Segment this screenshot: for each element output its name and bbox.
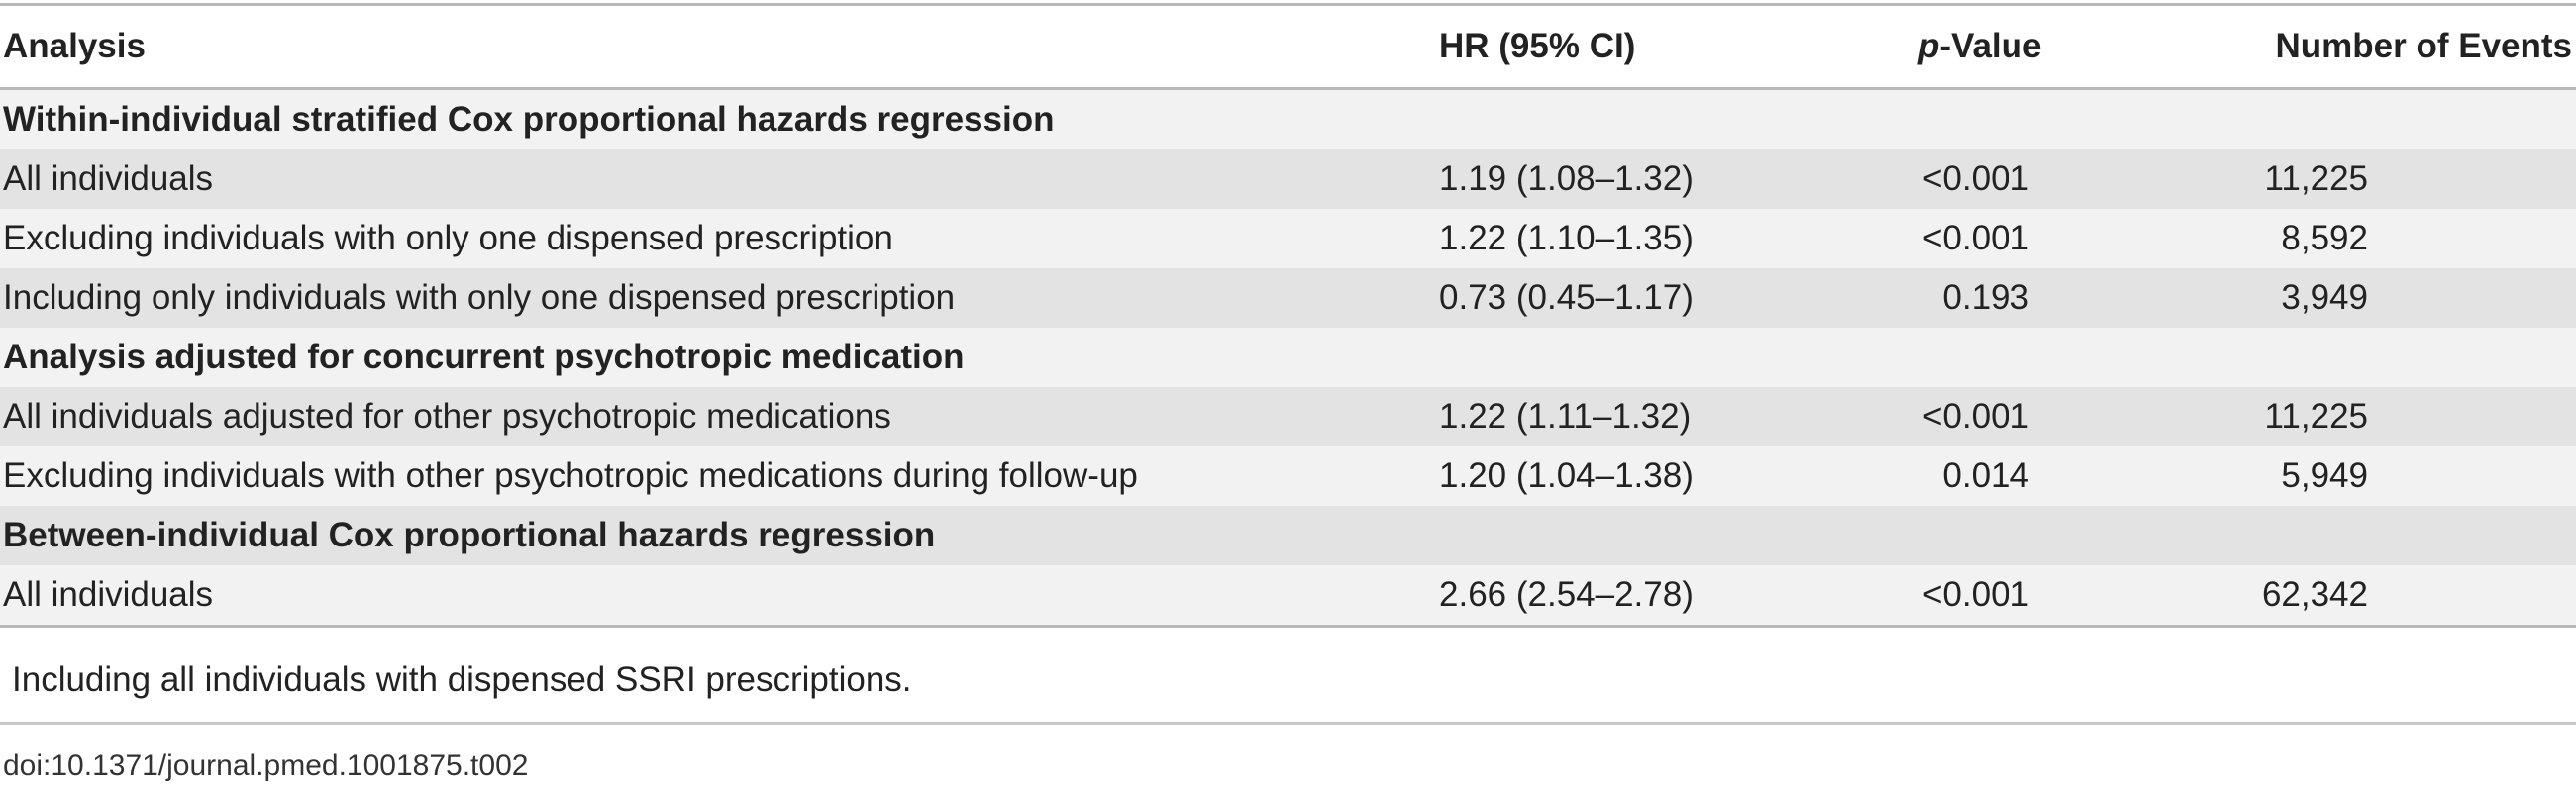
section-heading-row: Between-individual Cox proportional haza…: [0, 506, 2576, 565]
analysis-cell: All individuals adjusted for other psych…: [3, 397, 891, 436]
events-cell: 8,592: [2281, 219, 2368, 257]
p-value-cell: <0.001: [1921, 159, 2029, 198]
section-heading-row: Analysis adjusted for concurrent psychot…: [0, 328, 2576, 387]
events-cell: 62,342: [2261, 575, 2368, 614]
header-p-prefix: p: [1918, 27, 1940, 65]
analysis-cell: All individuals: [3, 575, 214, 614]
table-row: Excluding individuals with only one disp…: [0, 209, 2576, 268]
hr-cell: 1.20 (1.04–1.38): [1439, 456, 1694, 495]
table-row: Excluding individuals with other psychot…: [0, 446, 2576, 506]
events-cell: 5,949: [2281, 456, 2368, 495]
hr-cell: 1.22 (1.11–1.32): [1439, 397, 1692, 436]
header-hr: HR (95% CI): [1439, 27, 1636, 65]
header-rule: [0, 87, 2576, 90]
analysis-cell: Excluding individuals with other psychot…: [3, 456, 1138, 495]
header-p-suffix: -Value: [1939, 27, 2042, 65]
header-events: Number of Events: [2275, 27, 2573, 65]
p-value-cell: <0.001: [1921, 397, 2029, 436]
doi-link[interactable]: doi:10.1371/journal.pmed.1001875.t002: [3, 749, 529, 782]
header-analysis: Analysis: [3, 27, 146, 65]
section-title: Between-individual Cox proportional haza…: [3, 516, 936, 554]
analysis-cell: Including only individuals with only one…: [3, 278, 956, 317]
events-cell: 3,949: [2281, 278, 2368, 317]
p-value-cell: 0.014: [1942, 456, 2029, 495]
hr-cell: 2.66 (2.54–2.78): [1439, 575, 1694, 614]
p-value-cell: <0.001: [1921, 575, 2029, 614]
table-row: All individuals 2.66 (2.54–2.78) <0.001 …: [0, 565, 2576, 625]
hr-cell: 1.22 (1.10–1.35): [1439, 219, 1694, 257]
p-value-cell: 0.193: [1942, 278, 2029, 317]
events-cell: 11,225: [2264, 159, 2368, 198]
hr-cell: 1.19 (1.08–1.32): [1439, 159, 1694, 198]
hr-cell: 0.73 (0.45–1.17): [1439, 278, 1694, 317]
footer-rule: [0, 722, 2576, 725]
results-table: Analysis HR (95% CI) p-Value Number of E…: [0, 3, 2576, 628]
table-row: All individuals adjusted for other psych…: [0, 387, 2576, 446]
table-row: Including only individuals with only one…: [0, 268, 2576, 328]
header-p-value: p-Value: [1918, 6, 2042, 87]
table-header-row: Analysis HR (95% CI) p-Value Number of E…: [0, 6, 2576, 87]
table-bottom-rule: [0, 625, 2576, 628]
analysis-cell: Excluding individuals with only one disp…: [3, 219, 893, 257]
p-value-cell: <0.001: [1921, 219, 2029, 257]
analysis-cell: All individuals: [3, 159, 214, 198]
table-row: All individuals 1.19 (1.08–1.32) <0.001 …: [0, 149, 2576, 209]
section-title: Analysis adjusted for concurrent psychot…: [3, 338, 965, 376]
top-rule: [0, 3, 2576, 6]
table-footnote: Including all individuals with dispensed…: [12, 660, 912, 699]
section-heading-row: Within-individual stratified Cox proport…: [0, 90, 2576, 149]
events-cell: 11,225: [2264, 397, 2368, 436]
section-title: Within-individual stratified Cox proport…: [3, 100, 1055, 139]
